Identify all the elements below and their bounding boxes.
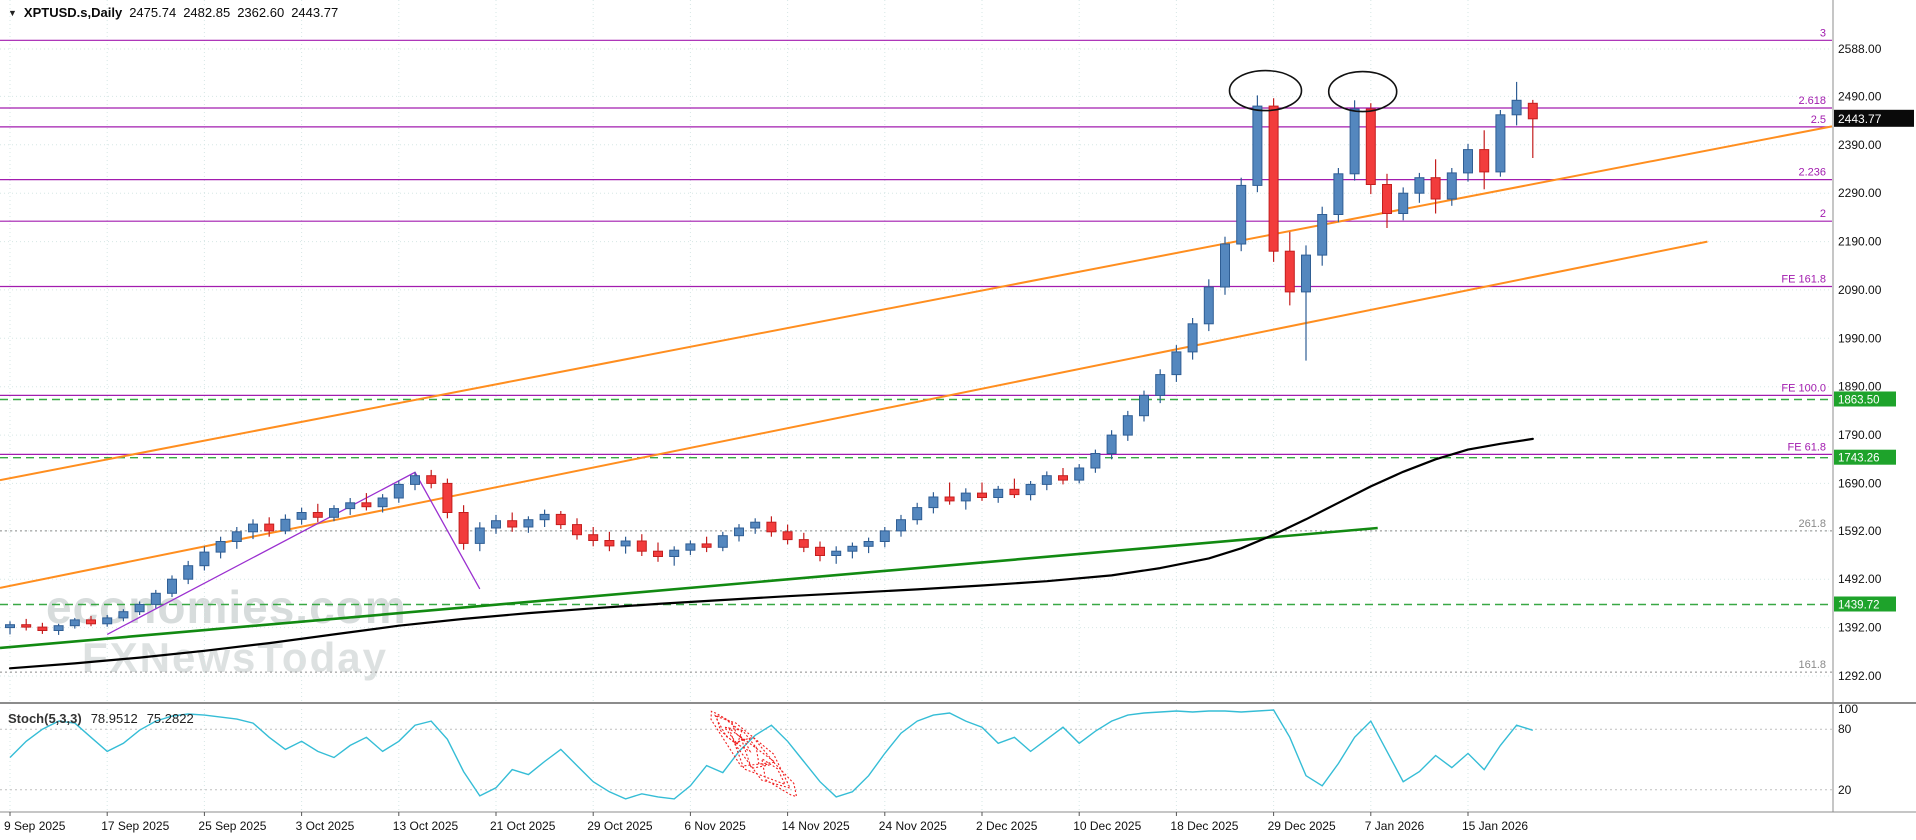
stoch-layer xyxy=(0,709,1832,800)
svg-text:100: 100 xyxy=(1838,702,1858,716)
svg-text:2390.00: 2390.00 xyxy=(1838,138,1882,152)
svg-text:1592.00: 1592.00 xyxy=(1838,524,1882,538)
svg-text:2.236: 2.236 xyxy=(1798,167,1826,179)
svg-text:2 Dec 2025: 2 Dec 2025 xyxy=(976,819,1038,833)
svg-text:2190.00: 2190.00 xyxy=(1838,235,1882,249)
svg-text:29 Dec 2025: 29 Dec 2025 xyxy=(1268,819,1336,833)
svg-text:FE 161.8: FE 161.8 xyxy=(1781,274,1826,286)
svg-text:1690.00: 1690.00 xyxy=(1838,476,1882,490)
watermark-subbrand: FXNewsToday xyxy=(82,633,388,681)
svg-text:1863.50: 1863.50 xyxy=(1838,395,1880,407)
svg-text:2588.00: 2588.00 xyxy=(1838,42,1882,56)
symbol-collapse-icon[interactable]: ▼ xyxy=(8,7,17,18)
orange-channel-upper xyxy=(0,125,1833,482)
svg-text:18 Dec 2025: 18 Dec 2025 xyxy=(1170,819,1238,833)
svg-text:1292.00: 1292.00 xyxy=(1838,669,1882,683)
ohlc-low: 2362.60 xyxy=(237,5,285,20)
annotations-layer xyxy=(1228,69,1398,113)
badges-layer: 1863.50 1743.26 1439.72 2443.77 xyxy=(1834,109,1914,612)
svg-text:15 Jan 2026: 15 Jan 2026 xyxy=(1462,819,1528,833)
svg-text:80: 80 xyxy=(1838,722,1852,736)
axis-layer: 2588.00 2490.00 2390.00 2290.00 2190.00 2090.… xyxy=(4,42,1882,833)
top-circle-annotation xyxy=(1228,69,1303,112)
svg-text:FE 61.8: FE 61.8 xyxy=(1787,441,1826,453)
svg-text:24 Nov 2025: 24 Nov 2025 xyxy=(879,819,947,833)
ohlc-open: 2475.74 xyxy=(129,5,177,20)
svg-text:2490.00: 2490.00 xyxy=(1838,89,1882,103)
green-level-badge xyxy=(1834,449,1896,465)
stoch-name: Stoch(5,3,3) xyxy=(8,711,82,726)
svg-text:1392.00: 1392.00 xyxy=(1838,621,1882,635)
ohlc-high: 2482.85 xyxy=(183,5,231,20)
svg-text:1439.72: 1439.72 xyxy=(1838,600,1880,612)
svg-text:14 Nov 2025: 14 Nov 2025 xyxy=(782,819,850,833)
svg-text:FE 100.0: FE 100.0 xyxy=(1781,382,1826,394)
svg-text:7 Jan 2026: 7 Jan 2026 xyxy=(1365,819,1425,833)
svg-text:3: 3 xyxy=(1820,27,1826,39)
top-circle-annotation xyxy=(1327,70,1398,113)
svg-text:25 Sep 2025: 25 Sep 2025 xyxy=(198,819,266,833)
svg-text:1790.00: 1790.00 xyxy=(1838,428,1882,442)
stoch-main-line xyxy=(9,709,1534,800)
svg-text:1990.00: 1990.00 xyxy=(1838,331,1882,345)
svg-text:2.5: 2.5 xyxy=(1811,114,1826,126)
svg-text:3 Oct 2025: 3 Oct 2025 xyxy=(296,819,355,833)
svg-text:2090.00: 2090.00 xyxy=(1838,283,1882,297)
stoch-indicator-label: Stoch(5,3,3) 78.9512 75.2822 xyxy=(8,711,194,726)
orange-channel-lower xyxy=(0,240,1708,589)
svg-text:1743.26: 1743.26 xyxy=(1838,453,1880,465)
ma-layer xyxy=(8,437,1534,670)
svg-text:1890.00: 1890.00 xyxy=(1838,380,1882,394)
svg-text:1492.00: 1492.00 xyxy=(1838,572,1882,586)
svg-text:10 Dec 2025: 10 Dec 2025 xyxy=(1073,819,1141,833)
black-ma-line xyxy=(8,437,1534,670)
svg-text:21 Oct 2025: 21 Oct 2025 xyxy=(490,819,556,833)
svg-text:29 Oct 2025: 29 Oct 2025 xyxy=(587,819,653,833)
stoch-signal-line xyxy=(710,710,798,798)
grid-layer xyxy=(0,0,1832,810)
stoch-signal-value: 75.2822 xyxy=(146,711,194,726)
level-lines-layer: 3 2.618 2.5 2.236 2 FE 161.8 FE 100.0 FE 61.8 26… xyxy=(0,27,1832,673)
svg-text:2: 2 xyxy=(1820,208,1826,220)
frame-layer xyxy=(0,0,1916,813)
svg-text:13 Oct 2025: 13 Oct 2025 xyxy=(393,819,459,833)
green-support-trendline xyxy=(0,526,1378,650)
svg-text:9 Sep 2025: 9 Sep 2025 xyxy=(4,819,66,833)
symbol-name: XPTUSD.s,Daily xyxy=(23,5,123,20)
svg-text:6 Nov 2025: 6 Nov 2025 xyxy=(684,819,746,833)
svg-text:2.618: 2.618 xyxy=(1798,95,1826,107)
svg-text:261.8: 261.8 xyxy=(1798,518,1826,530)
svg-text:2290.00: 2290.00 xyxy=(1838,186,1882,200)
svg-text:2443.77: 2443.77 xyxy=(1838,112,1882,126)
svg-text:20: 20 xyxy=(1838,783,1852,797)
symbol-info: ▼ XPTUSD.s,Daily 2475.74 2482.85 2362.60… xyxy=(8,5,338,20)
green-level-badge xyxy=(1834,596,1896,612)
current-price-badge xyxy=(1834,109,1914,127)
green-level-badge xyxy=(1834,391,1896,407)
svg-text:17 Sep 2025: 17 Sep 2025 xyxy=(101,819,169,833)
stoch-main-value: 78.9512 xyxy=(90,711,138,726)
ohlc-close: 2443.77 xyxy=(291,5,339,20)
candles-layer xyxy=(5,81,1538,635)
svg-text:161.8: 161.8 xyxy=(1798,659,1826,671)
